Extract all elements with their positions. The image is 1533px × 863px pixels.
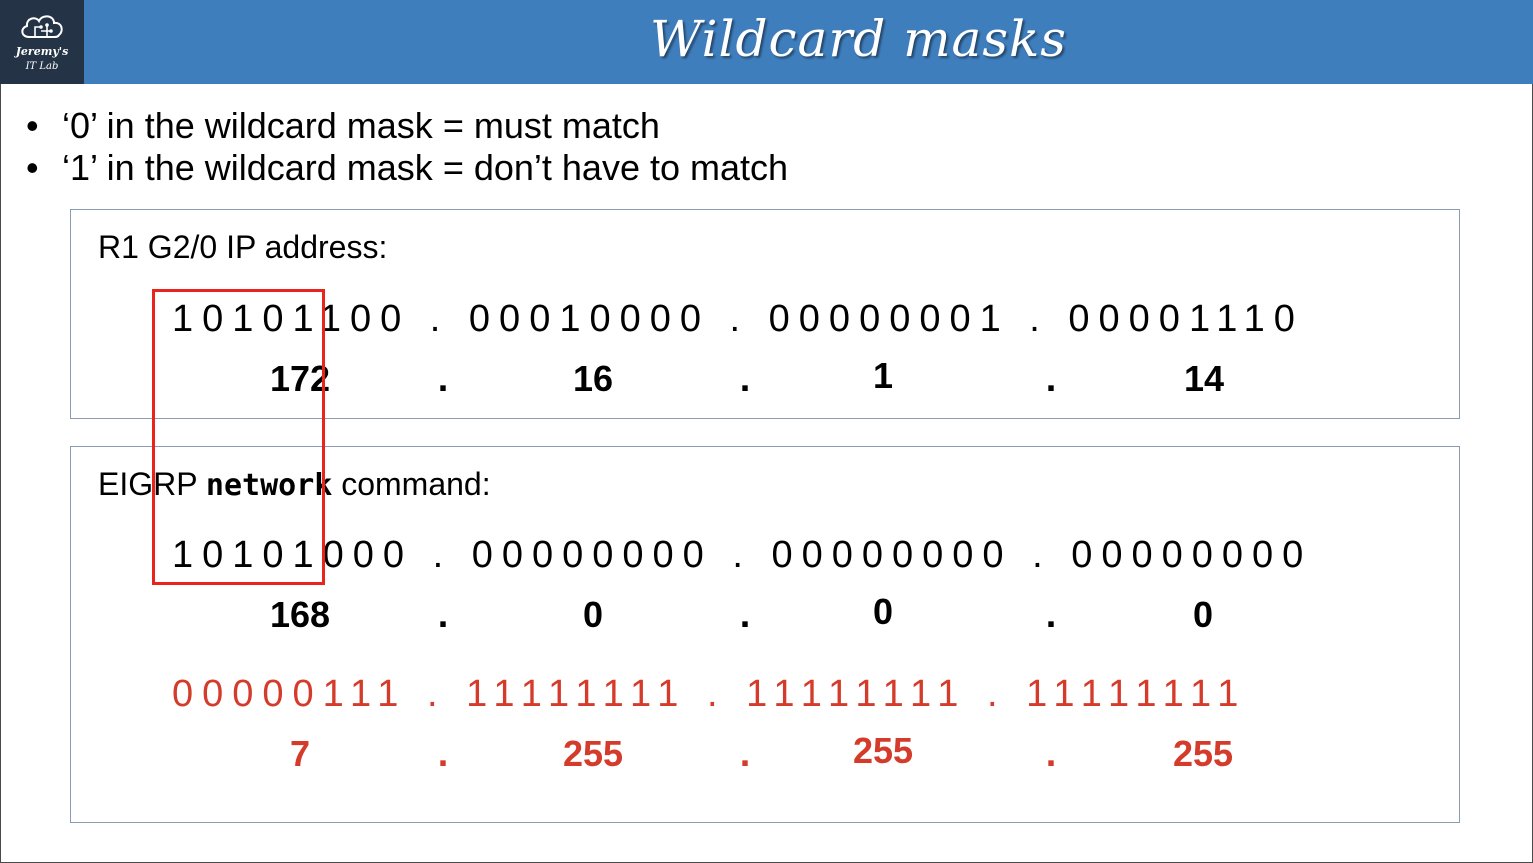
wildcard-binary: 00000111 . 11111111 . 11111111 . 1111111… — [172, 673, 1248, 715]
ip-dot: . — [739, 358, 751, 400]
wildcard-octet-3: 255 — [852, 730, 914, 771]
ip-address-panel: R1 G2/0 IP address: — [70, 209, 1460, 419]
logo-text-line2: IT Lab — [25, 61, 59, 72]
network-panel-label: EIGRP network command: — [98, 466, 491, 503]
bullet-dot: • — [26, 105, 39, 146]
matching-bits-highlight-box — [152, 289, 325, 585]
ip-dot: . — [1045, 358, 1057, 400]
wildcard-octet-2: 255 — [562, 733, 624, 774]
network-dot: . — [739, 594, 751, 636]
wildcard-octet-4: 255 — [1172, 733, 1234, 774]
logo-text-line1: Jeremy's — [15, 45, 69, 58]
ip-panel-label: R1 G2/0 IP address: — [98, 229, 388, 265]
slide-title: Wildcard masks — [650, 10, 1067, 68]
ip-octet-1: 172 — [269, 358, 331, 399]
ip-octet-4: 14 — [1183, 358, 1225, 399]
network-dot: . — [1045, 594, 1057, 636]
bullet-text: ‘1’ in the wildcard mask = don’t have to… — [62, 147, 789, 188]
network-binary: 10101000 . 00000000 . 00000000 . 0000000… — [172, 534, 1313, 576]
wildcard-dot: . — [1045, 733, 1057, 775]
bullet-item: • ‘1’ in the wildcard mask = don’t have t… — [26, 147, 788, 189]
network-octet-4: 0 — [1192, 594, 1214, 635]
label-prefix: EIGRP — [98, 466, 206, 502]
wildcard-octet-1: 7 — [289, 733, 311, 774]
cloud-circuit-icon — [21, 15, 63, 38]
network-octet-1: 168 — [269, 594, 331, 635]
bullet-dot: • — [26, 147, 39, 188]
network-dot: . — [437, 594, 449, 636]
header-bar: Jeremy's IT Lab Wildcard masks — [0, 0, 1533, 84]
ip-octet-2: 16 — [572, 358, 614, 399]
ip-binary: 10101100 . 00010000 . 00000001 . 0000111… — [172, 298, 1304, 340]
network-octet-2: 0 — [582, 594, 604, 635]
network-keyword: network — [205, 468, 333, 503]
wildcard-dot: . — [739, 733, 751, 775]
label-suffix: command: — [332, 466, 491, 502]
wildcard-dot: . — [437, 733, 449, 775]
ip-dot: . — [437, 358, 449, 400]
ip-octet-3: 1 — [872, 355, 894, 396]
bullet-item: • ‘0’ in the wildcard mask = must match — [26, 105, 788, 147]
network-octet-3: 0 — [872, 591, 894, 632]
logo: Jeremy's IT Lab — [0, 0, 84, 84]
bullet-list: • ‘0’ in the wildcard mask = must match •… — [26, 105, 788, 189]
network-command-panel: EIGRP network command: — [70, 446, 1460, 823]
bullet-text: ‘0’ in the wildcard mask = must match — [62, 105, 660, 146]
